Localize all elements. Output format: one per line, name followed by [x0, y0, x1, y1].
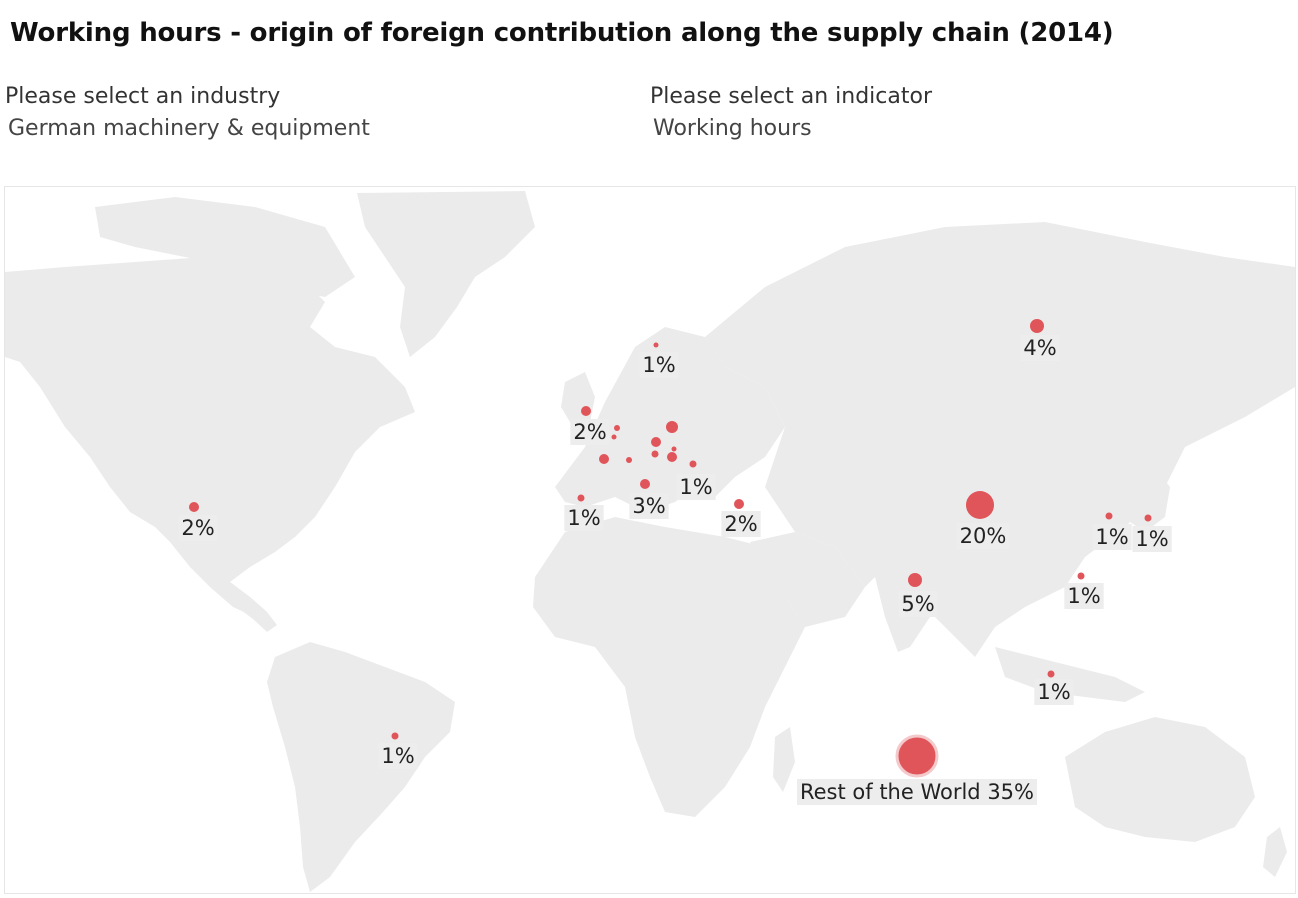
land-australia — [1065, 717, 1255, 842]
land-madagascar — [773, 727, 795, 792]
label-south-korea: 1% — [1095, 525, 1128, 549]
label-japan: 1% — [1135, 527, 1168, 551]
label-usa: 2% — [181, 516, 214, 540]
labels-layer: Rest of the World 35% 20% 5% 4% 3% 2% 2% 2% 1% 1%… — [178, 335, 1172, 805]
industry-filter: Please select an industry German machine… — [5, 84, 370, 141]
label-bg-united-kingdom — [570, 419, 610, 445]
label-bg-indonesia — [1034, 679, 1074, 705]
label-united-kingdom: 2% — [573, 420, 606, 444]
land-arctic-islands — [95, 197, 355, 297]
land-japan — [1130, 467, 1170, 532]
land-north-america — [5, 257, 415, 617]
bubble-switzerland[interactable] — [626, 457, 632, 463]
land-southeast-asia — [995, 647, 1145, 702]
indicator-filter-label: Please select an indicator — [650, 84, 933, 109]
bubble-austria[interactable] — [651, 450, 659, 458]
bubble-czech-republic[interactable] — [651, 437, 661, 447]
world-map[interactable]: Rest of the World 35% 20% 5% 4% 3% 2% 2% 2% 1% 1%… — [4, 186, 1296, 894]
label-india: 5% — [901, 592, 934, 616]
bubble-china[interactable] — [966, 491, 994, 519]
bubble-south-korea[interactable] — [1105, 512, 1113, 520]
label-bg-sweden — [639, 352, 679, 378]
label-bg-taiwan — [1064, 583, 1104, 609]
label-bg-japan — [1132, 526, 1172, 552]
land-greenland — [357, 191, 535, 357]
bubble-italy[interactable] — [640, 479, 650, 489]
label-sweden: 1% — [642, 353, 675, 377]
bubble-hungary[interactable] — [667, 452, 677, 462]
label-bg-brazil — [378, 743, 418, 769]
land-africa — [533, 517, 805, 817]
label-bg-india — [898, 591, 938, 617]
bubble-russia[interactable] — [1030, 319, 1044, 333]
landmasses — [5, 191, 1295, 892]
label-brazil: 1% — [381, 744, 414, 768]
bubble-sweden[interactable] — [653, 342, 659, 348]
land-british-isles — [561, 372, 595, 427]
label-bg-turkey — [721, 511, 761, 537]
bubble-usa[interactable] — [189, 502, 199, 512]
industry-filter-label: Please select an industry — [5, 84, 281, 109]
land-central-america — [230, 582, 277, 632]
land-asia — [705, 222, 1295, 657]
bubble-poland[interactable] — [666, 421, 678, 433]
label-spain: 1% — [567, 506, 600, 530]
map-canvas: Rest of the World 35% 20% 5% 4% 3% 2% 2% 2% 1% 1%… — [5, 191, 1295, 892]
bubble-indonesia[interactable] — [1047, 670, 1055, 678]
land-new-zealand — [1263, 827, 1287, 877]
land-arabia — [750, 532, 865, 627]
bubble-taiwan[interactable] — [1077, 572, 1085, 580]
bubble-united-kingdom[interactable] — [581, 406, 591, 416]
land-south-america — [267, 642, 455, 892]
bubble-france[interactable] — [599, 454, 609, 464]
bubble-rest-of-world[interactable] — [895, 734, 939, 778]
label-bg-usa — [178, 515, 218, 541]
bubble-netherlands[interactable] — [614, 425, 620, 431]
label-indonesia: 1% — [1037, 680, 1070, 704]
bubble-brazil[interactable] — [391, 732, 399, 740]
label-turkey: 2% — [724, 512, 757, 536]
indicator-select[interactable]: Working hours — [653, 116, 812, 141]
bubble-belgium[interactable] — [611, 434, 617, 440]
bubble-turkey[interactable] — [734, 499, 744, 509]
bubble-slovakia[interactable] — [671, 446, 677, 452]
label-china: 20% — [960, 524, 1007, 548]
label-bg-spain — [564, 505, 604, 531]
indicator-filter: Please select an indicator Working hours — [650, 84, 932, 141]
page-title: Working hours - origin of foreign contri… — [10, 18, 1114, 48]
label-bg-south-korea — [1092, 524, 1132, 550]
bubble-japan[interactable] — [1144, 514, 1152, 522]
label-bg-rest-of-world — [796, 779, 1038, 805]
label-bg-china — [956, 523, 1010, 549]
label-bg-italy — [629, 493, 669, 519]
label-bg-russia — [1020, 335, 1060, 361]
industry-select[interactable]: German machinery & equipment — [8, 116, 370, 141]
label-romania: 1% — [679, 475, 712, 499]
bubble-india[interactable] — [908, 573, 922, 587]
bubbles-layer — [189, 319, 1152, 778]
label-taiwan: 1% — [1067, 584, 1100, 608]
label-italy: 3% — [632, 494, 665, 518]
label-russia: 4% — [1023, 336, 1056, 360]
bubble-spain[interactable] — [577, 494, 585, 502]
label-rest-of-world: Rest of the World 35% — [800, 780, 1034, 804]
land-europe — [555, 327, 785, 512]
bubble-romania[interactable] — [689, 460, 697, 468]
label-bg-romania — [676, 474, 716, 500]
